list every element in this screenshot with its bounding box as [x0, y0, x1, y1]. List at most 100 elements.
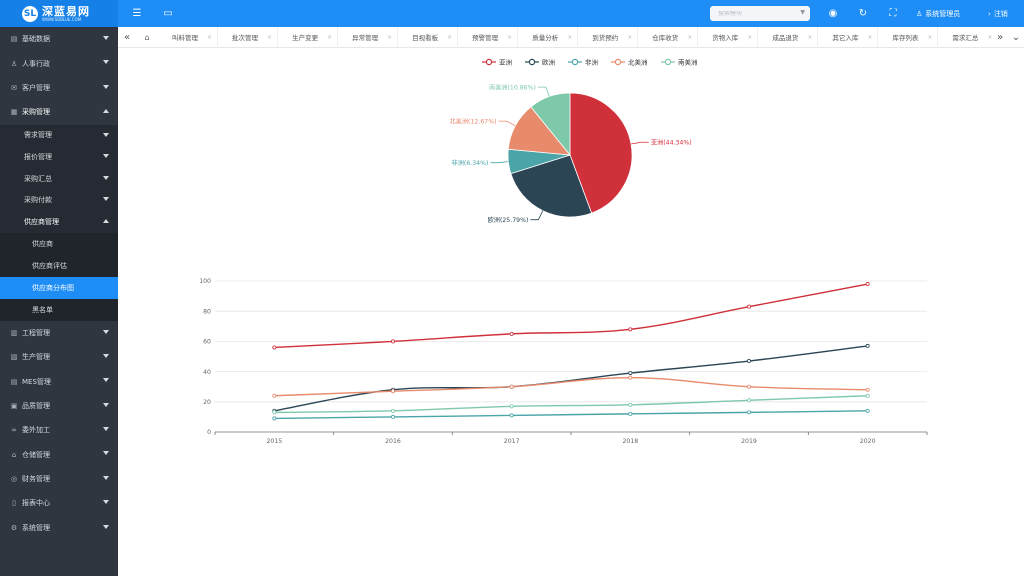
data-point[interactable]: [747, 359, 752, 364]
tab-item[interactable]: 质量分析 ×: [518, 26, 579, 48]
data-point[interactable]: [865, 343, 870, 348]
chevron-down-icon[interactable]: ▼: [800, 9, 805, 16]
tab-item[interactable]: 到货预约 ×: [578, 26, 639, 48]
data-point[interactable]: [628, 402, 633, 407]
sidebar-item-purchase-payment[interactable]: 采购付款: [0, 189, 118, 211]
tab-item[interactable]: 其它入库 ×: [818, 26, 879, 48]
tabs-menu-chevron-icon[interactable]: ⌄: [1011, 31, 1021, 43]
data-point[interactable]: [747, 304, 752, 309]
close-icon[interactable]: ×: [687, 33, 693, 41]
data-point[interactable]: [865, 282, 870, 287]
sidebar-item-system[interactable]: ⚙ 系统管理: [0, 516, 118, 540]
close-icon[interactable]: ×: [867, 33, 873, 41]
pie-slice[interactable]: [569, 92, 633, 214]
sidebar-item-purchase-summary[interactable]: 采购汇总: [0, 168, 118, 190]
tab-item[interactable]: 仓库收货 ×: [638, 26, 699, 48]
data-point[interactable]: [865, 408, 870, 413]
data-point[interactable]: [272, 416, 277, 421]
series-line[interactable]: [274, 395, 868, 414]
data-point[interactable]: [272, 393, 277, 398]
close-icon[interactable]: ×: [747, 33, 753, 41]
close-icon[interactable]: ×: [327, 33, 333, 41]
data-point[interactable]: [865, 387, 870, 392]
data-point[interactable]: [747, 410, 752, 415]
sidebar-item-supplier-evaluation[interactable]: 供应商评估: [0, 255, 118, 277]
close-icon[interactable]: ×: [267, 33, 273, 41]
globe-icon[interactable]: ◉: [828, 8, 838, 19]
data-point[interactable]: [509, 413, 514, 418]
sidebar-item-blacklist[interactable]: 黑名单: [0, 299, 118, 321]
data-point[interactable]: [390, 408, 395, 413]
tab-item[interactable]: 叫料管理 ×: [158, 26, 219, 48]
tab-item[interactable]: 货物入库 ×: [698, 26, 759, 48]
close-icon[interactable]: ×: [927, 33, 933, 41]
data-point[interactable]: [272, 410, 277, 415]
close-icon[interactable]: ×: [987, 33, 992, 41]
sidebar-item-purchasing[interactable]: ▦ 采购管理: [0, 100, 118, 124]
sidebar-item-engineering[interactable]: ▥ 工程管理: [0, 321, 118, 345]
data-point[interactable]: [509, 404, 514, 409]
sidebar-item-demand[interactable]: 需求管理: [0, 125, 118, 147]
close-icon[interactable]: ×: [207, 33, 213, 41]
user-menu[interactable]: ♙ 系统管理员: [916, 0, 960, 27]
tab-item[interactable]: 目视看板 ×: [398, 26, 459, 48]
close-icon[interactable]: ×: [807, 33, 813, 41]
sidebar-item-suppliers[interactable]: 供应商: [0, 233, 118, 255]
close-icon[interactable]: ×: [627, 33, 633, 41]
close-icon[interactable]: ×: [567, 33, 573, 41]
legend-item[interactable]: 亚洲: [482, 59, 512, 67]
close-icon[interactable]: ×: [507, 33, 513, 41]
sidebar-item-quotation[interactable]: 报价管理: [0, 146, 118, 168]
module-search[interactable]: ▼: [710, 6, 810, 21]
tab-item[interactable]: 库存列表 ×: [878, 26, 939, 48]
sidebar-item-production[interactable]: ▧ 生产管理: [0, 345, 118, 369]
series-line[interactable]: [274, 410, 868, 420]
pie-slice[interactable]: [530, 92, 571, 157]
search-input[interactable]: [718, 10, 798, 17]
home-icon[interactable]: ⌂: [144, 32, 150, 42]
sidebar-item-warehouse[interactable]: ⌂ 仓储管理: [0, 442, 118, 466]
logo[interactable]: SL 深蓝易网 WWW.SDBLUE.COM: [0, 0, 118, 27]
data-point[interactable]: [628, 375, 633, 380]
data-point[interactable]: [628, 327, 633, 332]
tab-item[interactable]: 批次管理 ×: [218, 26, 279, 48]
tab-item[interactable]: 预警管理 ×: [458, 26, 519, 48]
series-line[interactable]: [274, 283, 868, 349]
legend-item[interactable]: 非洲: [568, 58, 598, 67]
tab-item[interactable]: 需求汇总 ×: [938, 27, 992, 48]
data-point[interactable]: [390, 414, 395, 419]
tab-item[interactable]: 成品退货 ×: [758, 26, 819, 48]
data-point[interactable]: [390, 389, 395, 394]
fullscreen-icon[interactable]: ⛶: [889, 8, 897, 19]
data-point[interactable]: [747, 398, 752, 403]
legend-item[interactable]: 北美洲: [611, 58, 648, 67]
legend-item[interactable]: 南美洲: [661, 58, 698, 67]
sidebar-item-outsourcing[interactable]: ∞ 委外加工: [0, 418, 118, 442]
data-point[interactable]: [628, 411, 633, 416]
sidebar-item-finance[interactable]: ◎ 财务管理: [0, 467, 118, 491]
legend-item[interactable]: 欧洲: [525, 58, 555, 67]
data-point[interactable]: [390, 339, 395, 344]
sidebar-item-reports[interactable]: ▯ 报表中心: [0, 491, 118, 515]
close-icon[interactable]: ×: [387, 33, 393, 41]
data-point[interactable]: [509, 331, 514, 336]
sidebar-item-supplier-distribution[interactable]: 供应商分布图: [0, 276, 118, 299]
tabs-scroll-left-icon[interactable]: «: [123, 31, 131, 43]
tab-item[interactable]: 生产变更 ×: [278, 26, 339, 48]
data-point[interactable]: [628, 371, 633, 376]
data-point[interactable]: [865, 393, 870, 398]
series-line[interactable]: [274, 376, 868, 397]
series-line[interactable]: [274, 345, 868, 412]
sidebar-item-mes[interactable]: ▤ MES管理: [0, 369, 118, 393]
tab-item[interactable]: 异常管理 ×: [338, 26, 399, 48]
close-icon[interactable]: ×: [447, 33, 453, 41]
sidebar-item-hr[interactable]: ♙ 人事行政: [0, 51, 118, 75]
logout-button[interactable]: › 注销: [988, 0, 1008, 27]
data-point[interactable]: [509, 384, 514, 389]
tabs-scroll-right-icon[interactable]: »: [996, 31, 1004, 43]
sidebar-item-quality[interactable]: ▣ 品质管理: [0, 394, 118, 418]
window-icon[interactable]: ▭: [163, 8, 173, 19]
sidebar-item-basic-data[interactable]: ▤ 基础数据: [0, 27, 118, 51]
menu-fold-icon[interactable]: ☰: [132, 8, 142, 19]
refresh-icon[interactable]: ↻: [858, 8, 868, 19]
